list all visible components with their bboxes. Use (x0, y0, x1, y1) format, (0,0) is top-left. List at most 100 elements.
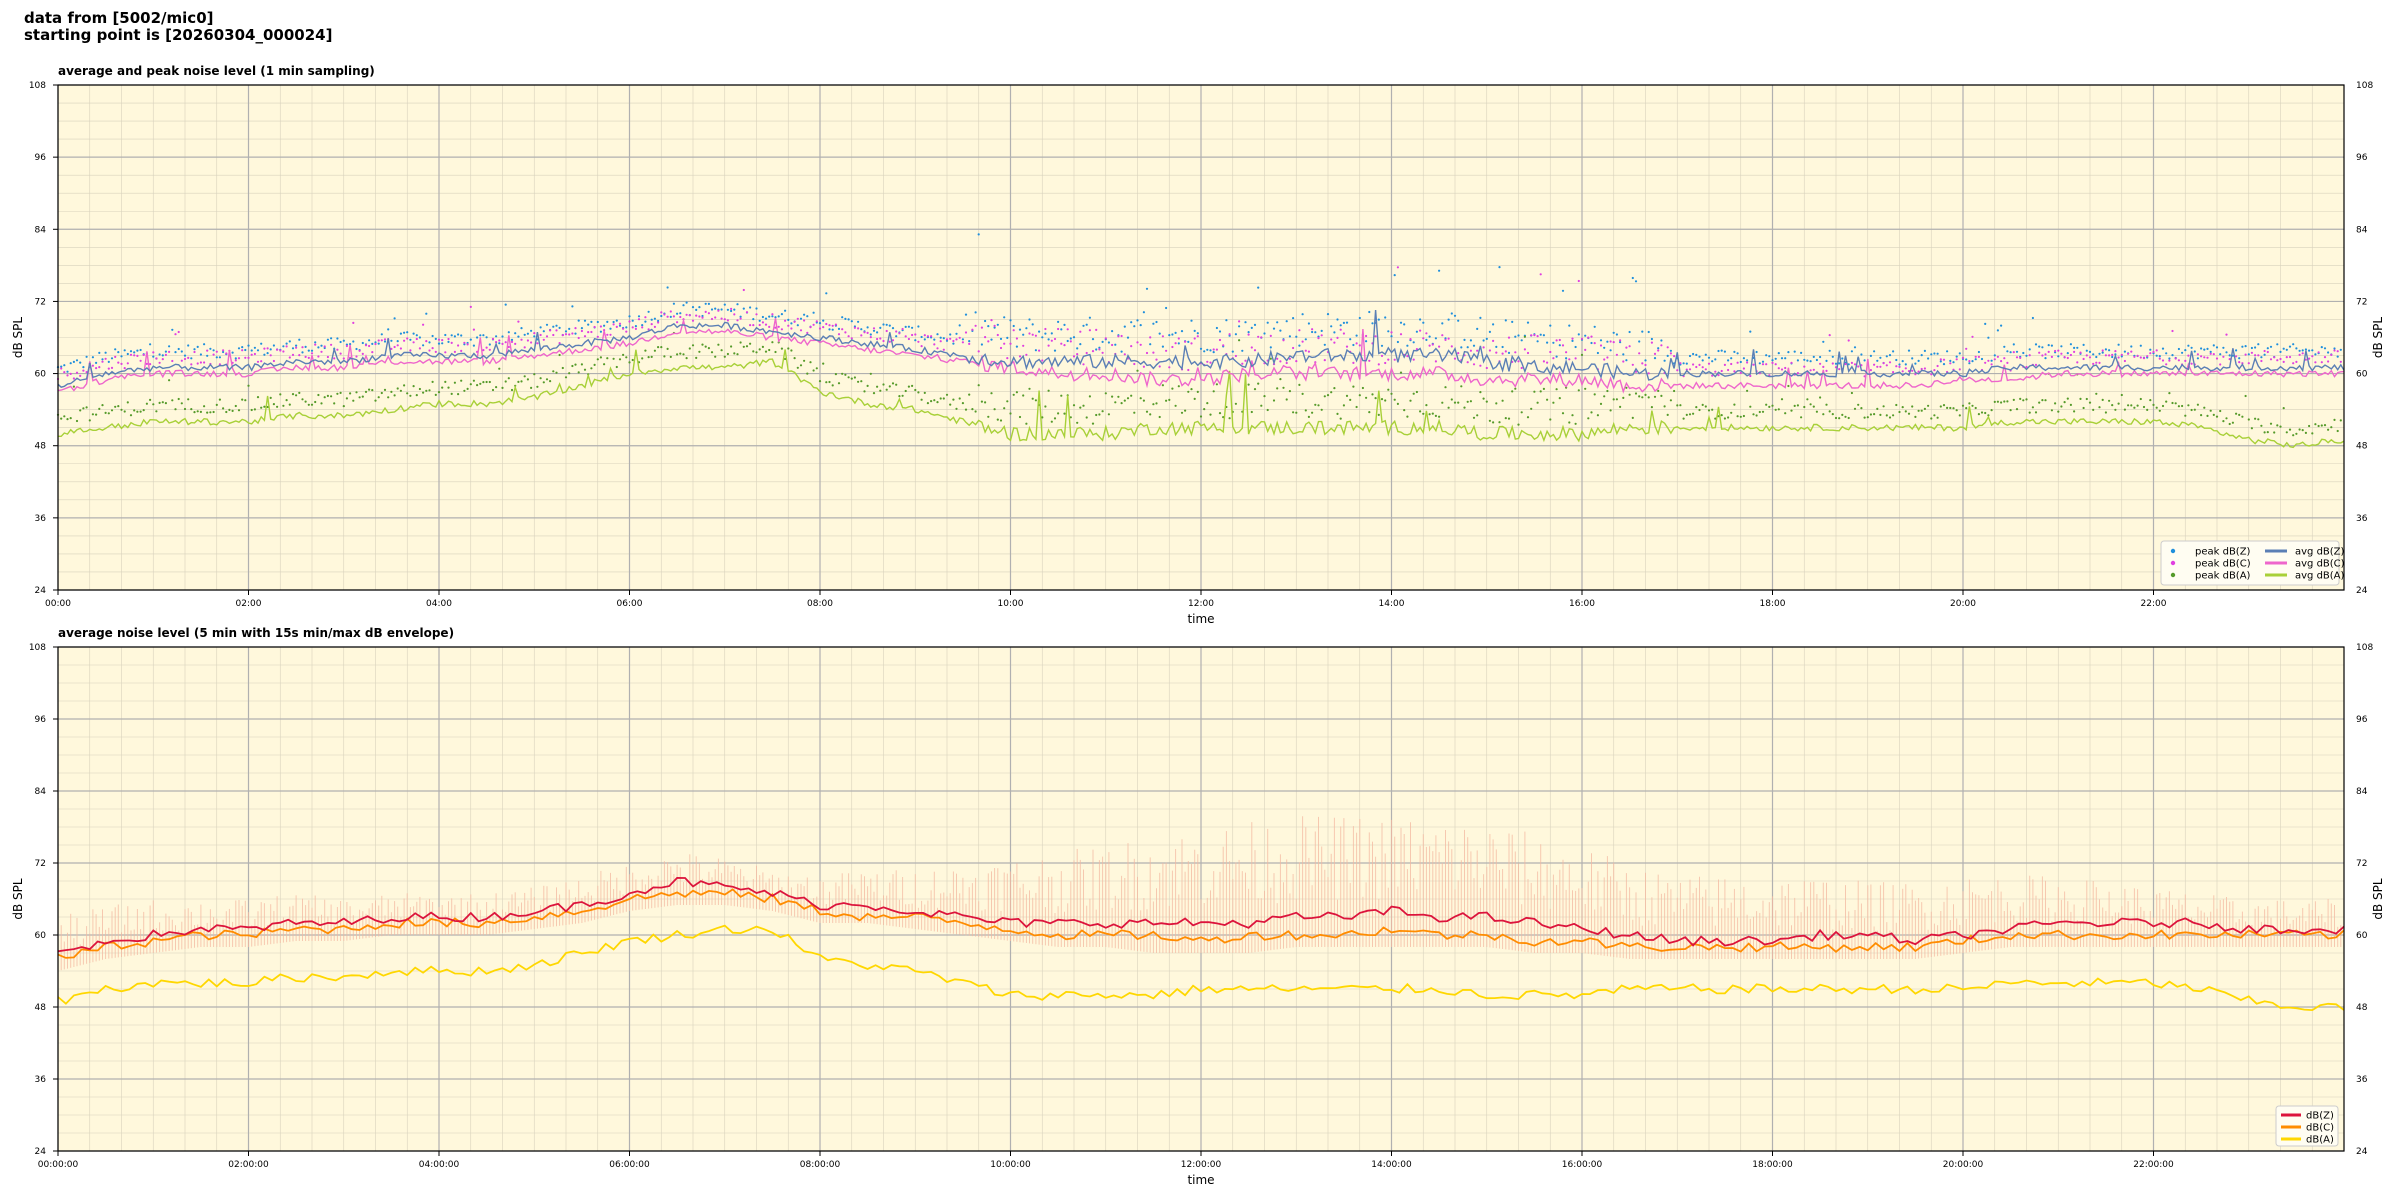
peak-a-point (891, 382, 895, 385)
peak-a-point (1961, 404, 1965, 407)
peak-z-point (1326, 313, 1330, 316)
peak-a-point (818, 380, 822, 383)
peak-z-point (2092, 353, 2095, 356)
peak-a-point (1006, 400, 1009, 403)
series-line-avgdbz (57, 310, 2345, 388)
peak-z-point (2034, 343, 2038, 346)
peak-z-point (2149, 348, 2152, 351)
peak-z-point (587, 323, 590, 326)
peak-z-point (1403, 323, 1406, 326)
peak-z-point (1682, 362, 1685, 365)
peak-a-point (1822, 413, 1825, 416)
peak-a-point (1285, 398, 1288, 401)
peak-a-point (215, 403, 218, 406)
peak-a-point (726, 352, 730, 356)
peak-a-point (2269, 422, 2273, 425)
y-tick-label: 84 (35, 787, 47, 797)
peak-a-point (1123, 399, 1126, 402)
peak-c-point (361, 352, 364, 355)
peak-a-point (1768, 405, 1771, 408)
peak-c-point (1234, 354, 1237, 358)
peak-c-point (771, 313, 774, 316)
peak-c-point (1247, 333, 1250, 336)
x-tick-label: 18:00:00 (1752, 1160, 1793, 1170)
peak-c-point (1072, 355, 1076, 358)
peak-c-point (1393, 358, 1396, 361)
peak-a-point (733, 352, 736, 355)
peak-c-point (1441, 334, 1444, 337)
peak-a-point (583, 368, 587, 371)
peak-z-point (2212, 344, 2215, 347)
peak-a-point (2168, 392, 2171, 395)
peak-c-point (930, 335, 933, 338)
peak-z-point (422, 344, 425, 347)
peak-c-point (1577, 279, 1580, 283)
peak-c-point (345, 344, 348, 348)
peak-c-point (1374, 335, 1377, 338)
peak-a-point (679, 352, 682, 355)
peak-a-point (1663, 405, 1666, 408)
peak-z-point (1307, 322, 1310, 325)
peak-a-point (234, 404, 237, 408)
peak-z-point (1044, 332, 1047, 335)
peak-z-point (2320, 346, 2323, 349)
peak-z-point (958, 324, 961, 327)
peak-c-point (1025, 353, 1028, 356)
peak-z-point (669, 315, 672, 318)
peak-a-point (895, 383, 898, 386)
peak-z-point (1850, 350, 1853, 353)
peak-c-point (2235, 355, 2238, 358)
peak-a-point (469, 383, 472, 386)
peak-z-point (2282, 347, 2285, 350)
x-tick-label: 04:00 (426, 599, 452, 609)
peak-c-point (1206, 360, 1209, 363)
peak-a-point (1028, 387, 1031, 390)
peak-a-point (1727, 416, 1730, 419)
peak-a-point (1098, 413, 1101, 416)
peak-c-point (1812, 368, 1815, 371)
x-tick-label: 18:00 (1760, 599, 1786, 609)
peak-a-point (1774, 408, 1777, 411)
peak-z-point (1133, 325, 1136, 328)
peak-z-point (1657, 347, 1660, 350)
peak-c-point (1209, 361, 1212, 364)
peak-z-point (2263, 353, 2266, 356)
peak-z-point (2044, 357, 2047, 360)
peak-a-point (542, 381, 545, 384)
peak-c-point (317, 355, 320, 358)
x-tick-label: 00:00:00 (38, 1160, 79, 1170)
peak-a-point (555, 371, 558, 374)
peak-c-point (1869, 369, 1872, 372)
peak-a-point (1314, 403, 1317, 406)
peak-a-point (2314, 423, 2317, 426)
peak-a-point (75, 419, 79, 423)
peak-a-point (1657, 389, 1660, 392)
peak-c-point (822, 326, 825, 329)
peak-z-point (2279, 350, 2282, 353)
peak-c-point (914, 333, 917, 336)
peak-a-point (1479, 391, 1482, 394)
peak-z-point (784, 309, 787, 312)
peak-a-point (1447, 406, 1450, 409)
peak-a-point (1549, 418, 1552, 421)
peak-z-point (79, 361, 82, 364)
peak-z-point (1863, 359, 1866, 362)
peak-z-point (980, 343, 984, 346)
peak-c-point (653, 325, 657, 328)
major-grid (57, 84, 2344, 591)
peak-a-point (1130, 394, 1133, 397)
peak-a-point (2282, 407, 2285, 410)
peak-a-point (256, 396, 260, 399)
peak-z-point (955, 332, 958, 335)
peak-z-point (1838, 362, 1841, 365)
peak-c-point (1955, 358, 1958, 361)
x-ticks: 00:00 02:00 04:00 06:00 08:00 10:00 12:00 14:00… (45, 590, 2167, 609)
peak-a-point (164, 402, 167, 405)
peak-a-point (879, 389, 882, 392)
peak-z-point (1082, 324, 1085, 327)
peak-c-point (631, 326, 634, 329)
legend-label: avg dB(A) (2295, 571, 2345, 582)
peak-z-point (361, 341, 364, 345)
peak-z-point (2012, 343, 2015, 346)
peak-z-point (653, 317, 657, 320)
